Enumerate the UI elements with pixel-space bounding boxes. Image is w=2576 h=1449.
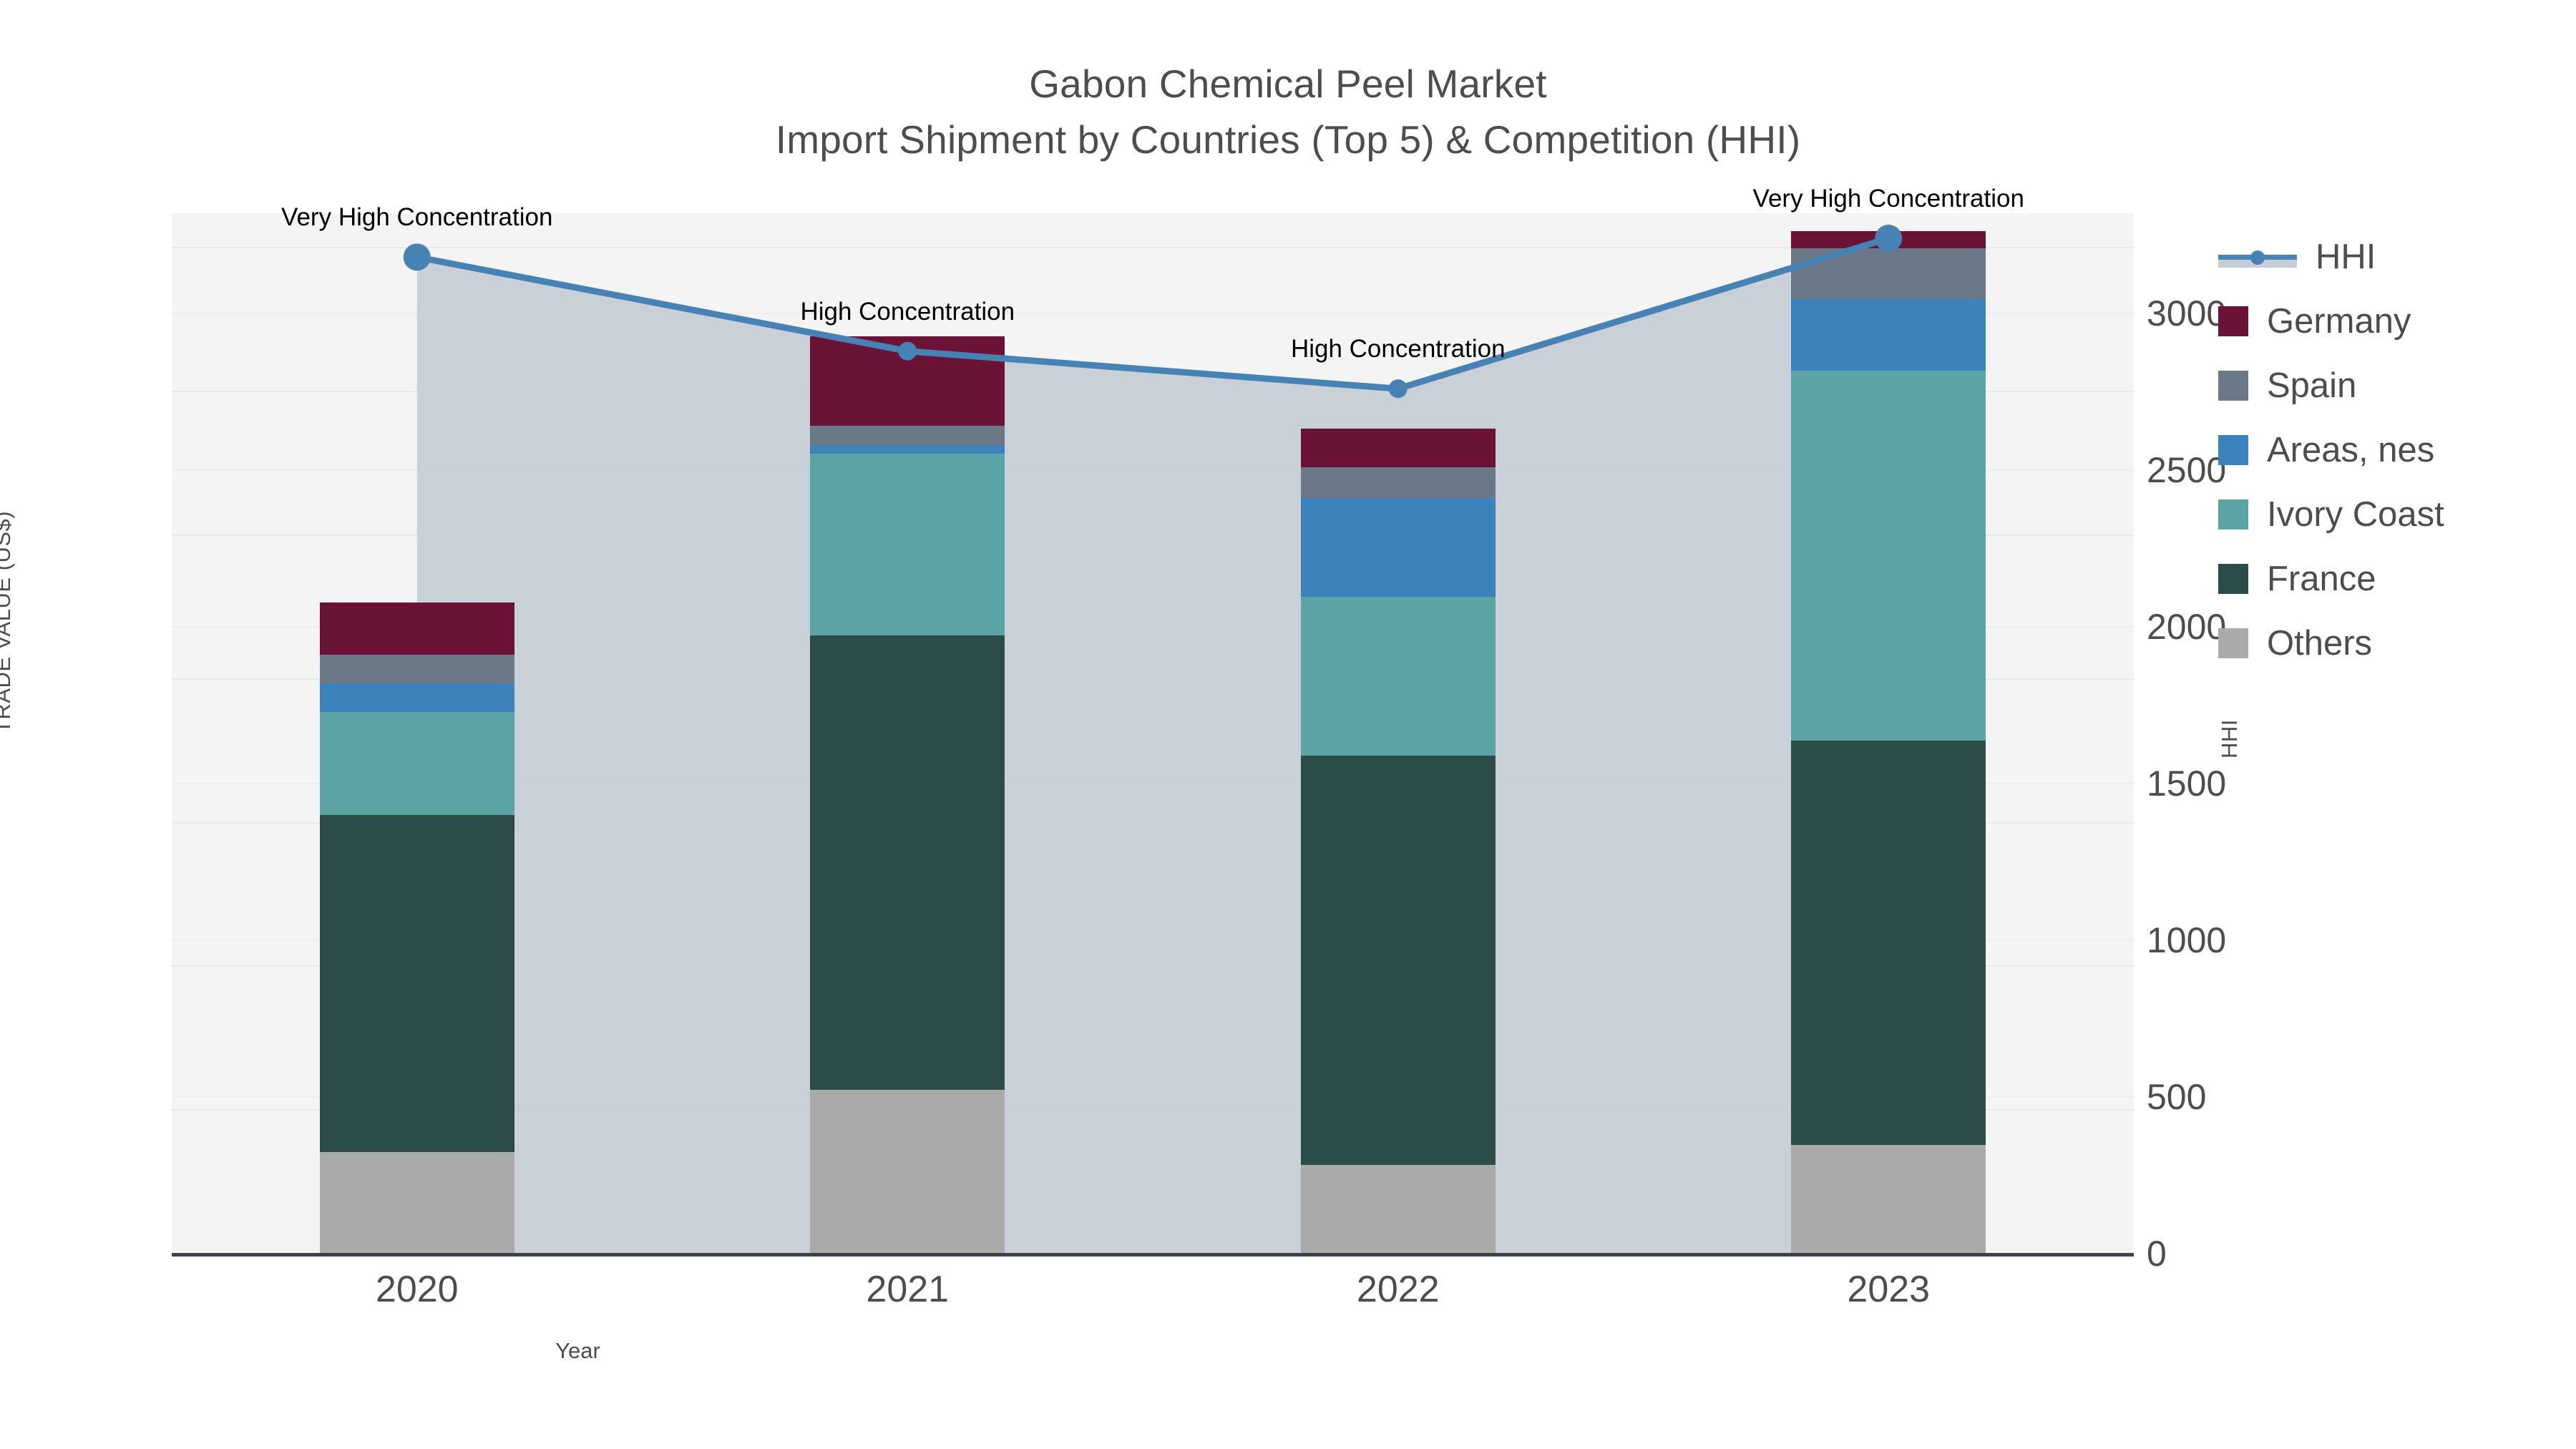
legend-line-swatch (2218, 242, 2297, 272)
bar-segment-2020-others[interactable] (319, 1152, 514, 1254)
bar-segment-2022-ivory-coast[interactable] (1300, 596, 1496, 756)
bar-segment-2023-others[interactable] (1791, 1144, 1986, 1254)
bar-segment-2021-others[interactable] (810, 1090, 1005, 1254)
bar-segment-2021-spain[interactable] (810, 425, 1005, 445)
legend-label: Others (2267, 624, 2373, 663)
legend-color-swatch (2218, 628, 2248, 658)
legend-color-swatch (2218, 306, 2248, 336)
annotation-2020: Very High Concentration (281, 203, 553, 232)
legend-label: HHI (2316, 238, 2376, 276)
legend-item-areas-nes[interactable]: Areas, nes (2218, 429, 2576, 471)
legend-color-swatch (2218, 435, 2248, 465)
bar-segment-2022-areas-nes[interactable] (1300, 498, 1496, 597)
chart-title: Gabon Chemical Peel Market Import Shipme… (0, 56, 2576, 167)
y-tick-right-2000: 2000 (2147, 607, 2227, 648)
x-axis-label: Year (555, 1338, 600, 1363)
y-tick-right-1000: 1000 (2147, 920, 2227, 961)
legend-item-germany[interactable]: Germany (2218, 301, 2576, 342)
bar-segment-2022-germany[interactable] (1300, 428, 1496, 467)
bar-segment-2023-germany[interactable] (1791, 230, 1986, 249)
bar-segment-2022-spain[interactable] (1300, 467, 1496, 499)
bar-segment-2021-france[interactable] (810, 635, 1005, 1091)
bar-segment-2023-spain[interactable] (1791, 248, 1986, 299)
y-tick-right-2500: 2500 (2147, 450, 2227, 491)
legend: HHI Germany Spain Areas, nes Ivory Coast Fran… (2218, 236, 2576, 687)
bar-segment-2021-germany[interactable] (810, 336, 1005, 426)
bar-stack-2023[interactable] (1791, 213, 1986, 1254)
x-tick-2020[interactable]: 2020 (375, 1269, 459, 1310)
annotation-2022: High Concentration (1290, 335, 1506, 364)
x-tick-2023[interactable]: 2023 (1847, 1269, 1931, 1310)
x-tick-2022[interactable]: 2022 (1356, 1269, 1440, 1310)
bar-stack-2022[interactable] (1300, 213, 1496, 1254)
legend-item-spain[interactable]: Spain (2218, 365, 2576, 406)
annotation-2021: High Concentration (800, 297, 1015, 326)
bar-segment-2020-ivory-coast[interactable] (319, 712, 514, 816)
y-axis-left-label: TRADE VALUE (US$) (0, 510, 15, 733)
bar-segment-2020-spain[interactable] (319, 655, 514, 683)
y-tick-right-3000: 3000 (2147, 293, 2227, 334)
bar-segment-2023-ivory-coast[interactable] (1791, 371, 1986, 741)
bar-segment-2020-areas-nes[interactable] (319, 683, 514, 713)
y-tick-right-1500: 1500 (2147, 763, 2227, 804)
bar-stack-2021[interactable] (810, 213, 1005, 1254)
y-tick-right-500: 500 (2147, 1077, 2207, 1118)
legend-label: Spain (2267, 366, 2357, 405)
bar-segment-2023-areas-nes[interactable] (1791, 298, 1986, 371)
x-axis-line (172, 1253, 2134, 1257)
legend-item-france[interactable]: France (2218, 558, 2576, 600)
y-axis-right-label: HHI (2217, 719, 2242, 758)
bar-segment-2023-france[interactable] (1791, 741, 1986, 1145)
legend-item-hhi[interactable]: HHI (2218, 236, 2576, 278)
annotation-2023: Very High Concentration (1752, 185, 2024, 213)
legend-label: France (2267, 560, 2376, 598)
bar-segment-2022-france[interactable] (1300, 756, 1496, 1165)
chart-title-line-2: Import Shipment by Countries (Top 5) & C… (775, 117, 1801, 162)
plot-area (172, 213, 2134, 1254)
legend-label: Ivory Coast (2267, 495, 2444, 534)
legend-label: Areas, nes (2267, 431, 2435, 469)
legend-color-swatch (2218, 564, 2248, 594)
bar-segment-2020-france[interactable] (319, 815, 514, 1153)
y-tick-right-0: 0 (2147, 1234, 2167, 1274)
legend-color-swatch (2218, 499, 2248, 530)
legend-label: Germany (2267, 302, 2411, 341)
legend-marker-dot (2250, 250, 2265, 265)
bar-stack-2020[interactable] (319, 213, 514, 1254)
bar-segment-2021-ivory-coast[interactable] (810, 453, 1005, 635)
chart-title-line-1: Gabon Chemical Peel Market (1029, 62, 1547, 106)
bar-segment-2021-areas-nes[interactable] (810, 444, 1005, 454)
legend-color-swatch (2218, 371, 2248, 401)
bar-segment-2022-others[interactable] (1300, 1164, 1496, 1254)
legend-item-ivory-coast[interactable]: Ivory Coast (2218, 494, 2576, 535)
bar-segment-2020-germany[interactable] (319, 602, 514, 655)
x-tick-2021[interactable]: 2021 (866, 1269, 950, 1310)
hhi-area-fill (416, 238, 1889, 1254)
legend-item-others[interactable]: Others (2218, 623, 2576, 664)
